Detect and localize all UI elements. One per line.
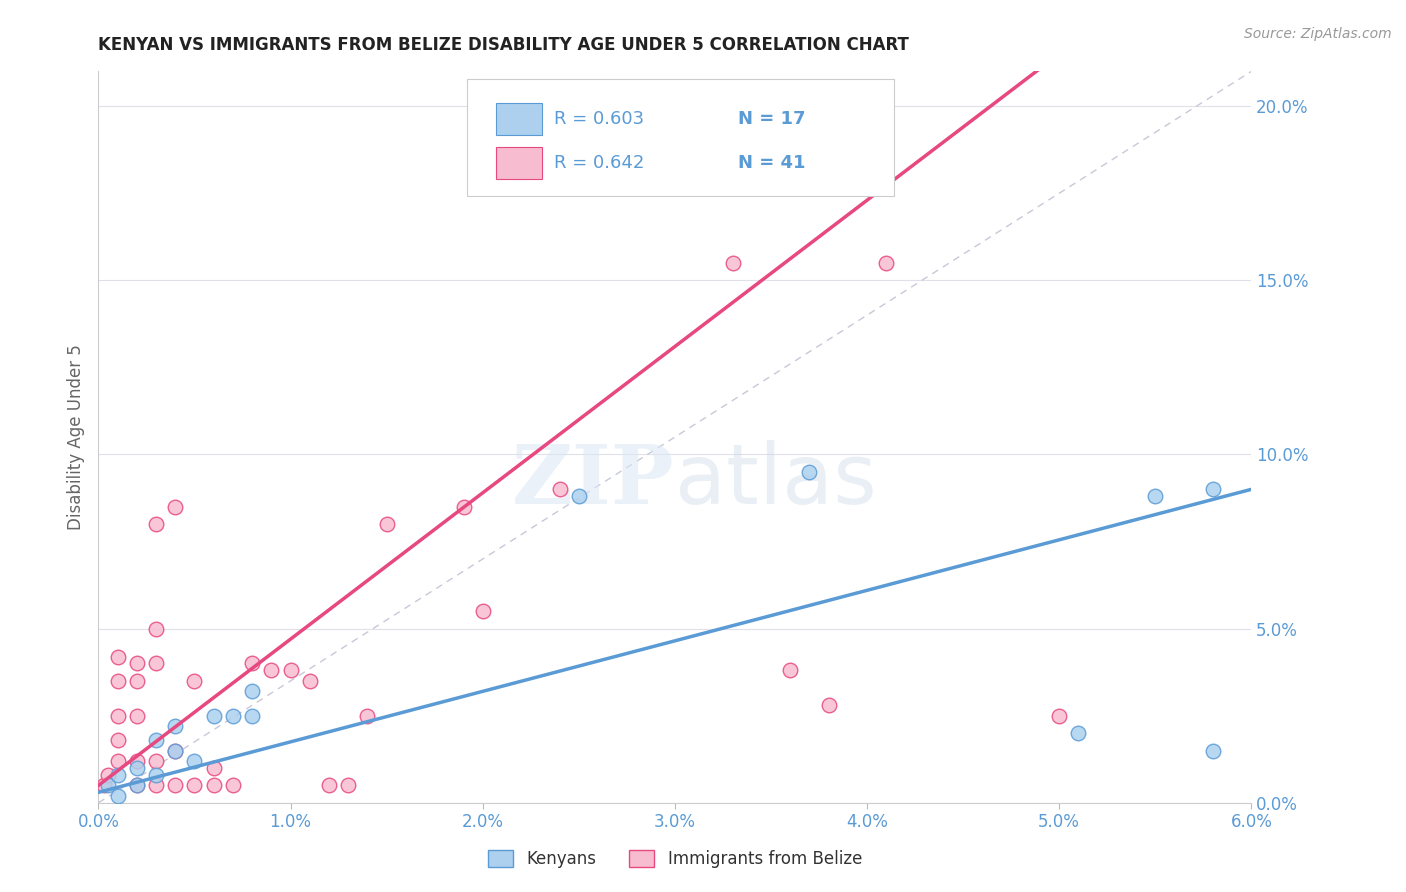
Point <box>145 754 167 768</box>
Point <box>183 673 205 688</box>
Point <box>222 778 245 792</box>
Point <box>145 657 167 671</box>
Point <box>165 778 187 792</box>
Point <box>260 664 283 678</box>
Point <box>145 622 167 636</box>
Point <box>125 778 148 792</box>
Point <box>125 673 148 688</box>
Point <box>165 743 187 757</box>
Point <box>240 657 263 671</box>
Point <box>125 778 148 792</box>
Text: ZIP: ZIP <box>512 441 675 521</box>
Point <box>1144 489 1167 503</box>
Point <box>875 256 897 270</box>
Point <box>107 789 129 803</box>
Point <box>202 708 225 723</box>
Point <box>280 664 302 678</box>
Text: atlas: atlas <box>675 441 876 522</box>
Point <box>318 778 340 792</box>
Point <box>779 664 801 678</box>
Point <box>568 489 591 503</box>
Point <box>240 708 263 723</box>
FancyBboxPatch shape <box>467 78 894 195</box>
FancyBboxPatch shape <box>496 103 543 135</box>
Point <box>375 517 398 532</box>
Point <box>453 500 475 514</box>
Point <box>145 733 167 747</box>
Legend: Kenyans, Immigrants from Belize: Kenyans, Immigrants from Belize <box>481 844 869 875</box>
Point <box>93 778 115 792</box>
FancyBboxPatch shape <box>496 146 543 179</box>
Point <box>125 708 148 723</box>
Point <box>202 761 225 775</box>
Point <box>548 483 571 497</box>
Text: N = 41: N = 41 <box>738 153 806 172</box>
Point <box>107 754 129 768</box>
Point <box>125 657 148 671</box>
Point <box>240 684 263 698</box>
Point <box>298 673 321 688</box>
Point <box>471 604 494 618</box>
Point <box>183 778 205 792</box>
Point <box>107 768 129 782</box>
Point <box>107 708 129 723</box>
Point <box>356 708 378 723</box>
Point <box>107 673 129 688</box>
Point <box>799 465 821 479</box>
Point <box>97 768 120 782</box>
Point <box>721 256 744 270</box>
Point <box>145 517 167 532</box>
Point <box>1202 743 1225 757</box>
Point <box>1047 708 1070 723</box>
Point <box>1202 483 1225 497</box>
Point <box>107 733 129 747</box>
Point <box>817 698 839 713</box>
Text: KENYAN VS IMMIGRANTS FROM BELIZE DISABILITY AGE UNDER 5 CORRELATION CHART: KENYAN VS IMMIGRANTS FROM BELIZE DISABIL… <box>98 36 910 54</box>
Text: Source: ZipAtlas.com: Source: ZipAtlas.com <box>1244 27 1392 41</box>
Point <box>125 754 148 768</box>
Text: R = 0.603: R = 0.603 <box>554 110 644 128</box>
Point <box>1067 726 1090 740</box>
Text: R = 0.642: R = 0.642 <box>554 153 644 172</box>
Point <box>337 778 360 792</box>
Point <box>165 500 187 514</box>
Point <box>165 719 187 733</box>
Point <box>145 778 167 792</box>
Y-axis label: Disability Age Under 5: Disability Age Under 5 <box>66 344 84 530</box>
Point <box>125 761 148 775</box>
Point <box>145 768 167 782</box>
Point <box>222 708 245 723</box>
Point <box>202 778 225 792</box>
Point <box>97 778 120 792</box>
Point <box>183 754 205 768</box>
Point <box>165 743 187 757</box>
Text: N = 17: N = 17 <box>738 110 806 128</box>
Point <box>107 649 129 664</box>
